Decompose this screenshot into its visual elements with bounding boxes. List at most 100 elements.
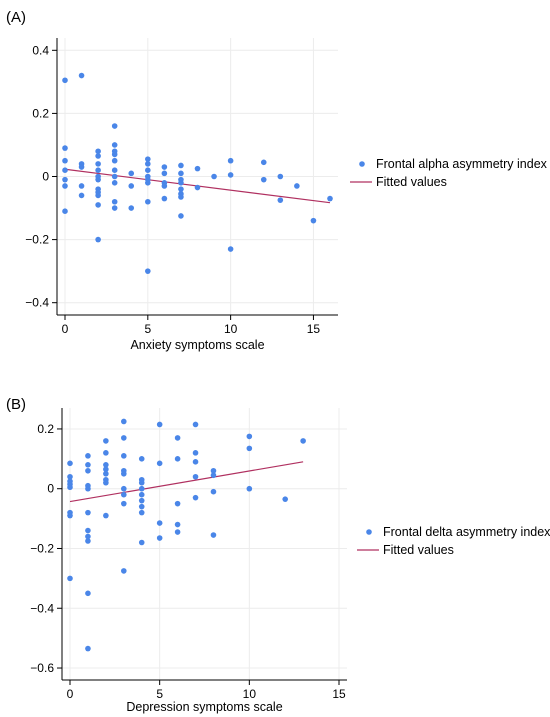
data-point — [192, 494, 199, 501]
x-tick-label: 10 — [224, 322, 238, 336]
data-point — [121, 500, 127, 507]
data-point — [138, 479, 145, 486]
data-point — [121, 435, 127, 441]
panel-a-legend-label-points: Frontal alpha asymmetry index — [376, 157, 548, 171]
data-point — [95, 236, 101, 243]
y-tick-label: −0.2 — [30, 541, 54, 555]
y-tick-label: 0 — [47, 482, 54, 496]
data-point — [178, 170, 184, 177]
panel-b-points — [67, 418, 306, 652]
data-point — [138, 503, 145, 510]
x-tick-label: 0 — [67, 687, 74, 701]
data-point — [111, 180, 118, 186]
data-point — [192, 450, 199, 456]
data-point — [282, 496, 289, 502]
data-point — [103, 438, 109, 444]
data-point — [138, 491, 145, 498]
data-point — [174, 435, 181, 441]
panel-b-legend: Frontal delta asymmetry index Fitted val… — [357, 525, 550, 557]
data-point — [145, 198, 151, 205]
data-point — [67, 484, 73, 491]
data-point — [128, 205, 135, 211]
panel-a-grid — [57, 38, 338, 315]
data-point — [103, 462, 109, 468]
data-point — [145, 180, 151, 186]
data-point — [62, 157, 68, 164]
data-point — [246, 485, 253, 492]
data-point — [161, 170, 168, 177]
data-point — [194, 184, 201, 191]
data-point — [62, 208, 68, 215]
data-point — [62, 77, 68, 84]
data-point — [161, 164, 168, 170]
data-point — [161, 195, 168, 202]
panel-a-x-axis-title: Anxiety symptoms scale — [130, 338, 264, 352]
panel-b-axes — [61, 408, 347, 681]
data-point — [138, 509, 145, 516]
data-point — [111, 123, 118, 129]
panel-a-ticks: −0.4 −0.2 0 0.2 0.4 0 5 10 15 — [25, 43, 320, 336]
panel-b-fitted-line — [69, 461, 304, 503]
data-point — [156, 421, 163, 428]
data-point — [85, 485, 91, 492]
data-point — [121, 485, 127, 492]
y-tick-label: −0.6 — [30, 661, 54, 675]
data-point — [227, 172, 234, 178]
panel-b-ticks: −0.6 −0.4 −0.2 0 0.2 0 5 10 15 — [30, 422, 346, 701]
data-point — [78, 183, 85, 189]
data-point — [103, 450, 109, 456]
data-point — [95, 202, 101, 208]
data-point — [78, 72, 85, 79]
data-point — [85, 453, 91, 459]
data-point — [111, 198, 118, 205]
data-point — [161, 183, 168, 189]
data-point — [67, 575, 73, 582]
data-point — [260, 159, 267, 166]
y-tick-label: −0.4 — [25, 296, 49, 310]
data-point — [138, 485, 145, 492]
panel-a-label: (A) — [6, 9, 26, 26]
data-point — [174, 456, 181, 462]
data-point — [128, 183, 135, 189]
panel-a-legend-label-line: Fitted values — [376, 175, 447, 189]
data-point — [178, 194, 184, 200]
data-point — [246, 433, 253, 440]
panel-a-legend: Frontal alpha asymmetry index Fitted val… — [350, 157, 548, 189]
data-point — [67, 473, 73, 480]
data-point — [62, 167, 68, 173]
data-point — [192, 459, 199, 465]
data-point — [145, 268, 151, 274]
data-point — [260, 176, 267, 183]
data-point — [85, 645, 91, 652]
x-tick-label: 0 — [62, 322, 69, 336]
data-point — [310, 217, 317, 224]
data-point — [85, 462, 91, 468]
data-point — [227, 246, 234, 252]
data-point — [85, 467, 91, 474]
data-point — [62, 183, 68, 189]
data-point — [85, 527, 91, 534]
panel-b-legend-marker-points — [366, 529, 372, 535]
data-point — [85, 533, 91, 540]
data-point — [95, 148, 101, 155]
panel-b-label: (B) — [6, 396, 26, 413]
data-point — [145, 161, 151, 167]
data-point — [62, 176, 68, 183]
x-tick-label: 5 — [144, 322, 151, 336]
data-point — [246, 445, 253, 452]
data-point — [121, 453, 127, 459]
x-tick-label: 5 — [156, 687, 163, 701]
data-point — [178, 213, 184, 219]
data-point — [138, 456, 145, 462]
data-point — [78, 164, 85, 170]
y-tick-label: 0.2 — [37, 422, 54, 436]
data-point — [178, 180, 184, 186]
x-tick-label: 10 — [243, 687, 257, 701]
data-point — [210, 488, 217, 495]
panel-a-legend-marker-points — [359, 161, 365, 167]
data-point — [111, 157, 118, 164]
panel-a-points — [62, 72, 333, 274]
data-point — [227, 157, 234, 164]
data-point — [210, 472, 217, 479]
data-point — [192, 473, 199, 480]
